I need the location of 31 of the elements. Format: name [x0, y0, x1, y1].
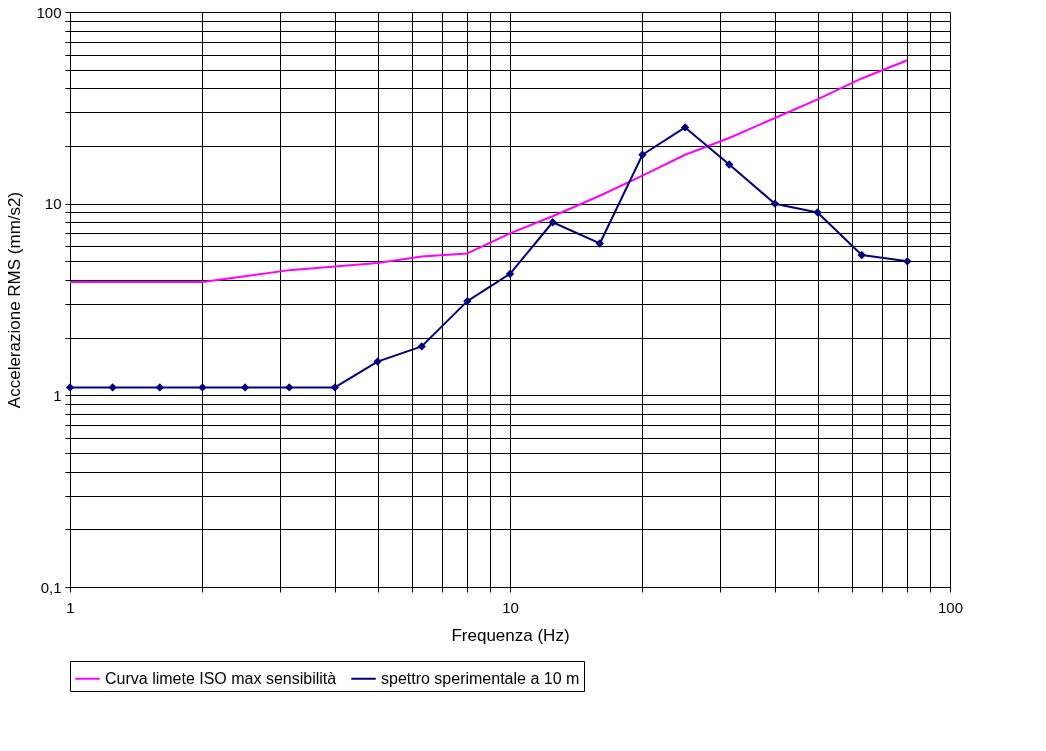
y-tick-label: 100 [36, 3, 62, 21]
point [903, 257, 912, 266]
point [108, 383, 117, 392]
point [638, 150, 647, 159]
point [155, 383, 164, 392]
point [725, 160, 734, 169]
point [373, 357, 382, 366]
point [240, 383, 250, 392]
point [65, 383, 75, 392]
y-axis-title: Accelerazione RMS (mm/s2) [5, 191, 25, 409]
legend-label: Curva limete ISO max sensibilità [105, 669, 337, 687]
point [505, 269, 515, 279]
point [595, 239, 604, 248]
point [417, 342, 426, 351]
point [857, 250, 866, 260]
point [813, 208, 822, 217]
x-tick-label: 10 [502, 598, 519, 616]
point [680, 123, 690, 132]
y-tick-label: 1 [53, 386, 62, 404]
point [330, 383, 340, 392]
point [770, 199, 780, 208]
point [198, 383, 207, 392]
x-tick-label: 1 [66, 598, 75, 616]
x-axis-title: Frequenza (Hz) [451, 625, 570, 645]
point [548, 218, 557, 227]
point [463, 296, 472, 306]
y-tick-label: 10 [44, 195, 62, 213]
x-tick-label: 100 [937, 598, 964, 616]
legend-label: spettro sperimentale a 10 m [381, 669, 580, 687]
point [285, 383, 294, 392]
y-tick-label: 0,1 [40, 578, 62, 596]
